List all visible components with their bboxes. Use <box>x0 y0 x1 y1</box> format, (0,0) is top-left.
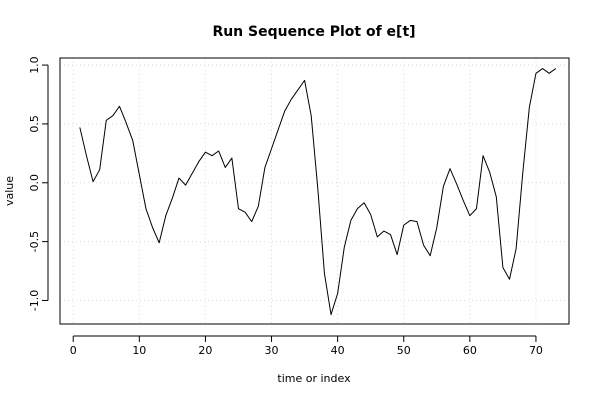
x-tick-label: 40 <box>331 344 345 357</box>
x-tick-label: 70 <box>529 344 543 357</box>
chart-title: Run Sequence Plot of e[t] <box>212 24 415 40</box>
y-axis-label: value <box>3 176 16 206</box>
series-line <box>79 68 557 316</box>
axes: 0 10 20 30 40 50 60 70 -1.0 -0.5 0.0 0.5 1.0 <box>28 56 543 357</box>
x-tick-label: 20 <box>198 344 212 357</box>
plot-frame <box>59 57 570 325</box>
x-tick-label: 50 <box>397 344 411 357</box>
series-layer <box>79 68 557 316</box>
y-tick-label: 0.0 <box>28 174 41 192</box>
x-tick-label: 0 <box>70 344 77 357</box>
x-tick-label: 60 <box>463 344 477 357</box>
y-tick-label: -1.0 <box>28 290 41 311</box>
x-axis-label: time or index <box>277 372 351 385</box>
y-tick-label: -0.5 <box>28 231 41 252</box>
y-tick-label: 0.5 <box>28 115 41 132</box>
x-tick-label: 30 <box>265 344 279 357</box>
y-tick-label: 1.0 <box>28 56 41 74</box>
grid-lines <box>60 58 569 324</box>
x-tick-label: 10 <box>132 344 146 357</box>
